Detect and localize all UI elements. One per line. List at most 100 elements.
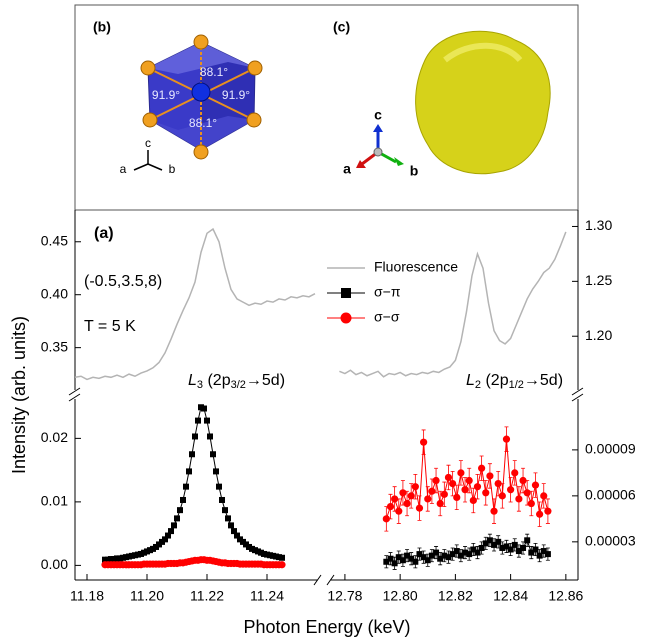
axis-letter: b [410, 163, 419, 179]
legend-label: σ−σ [374, 309, 400, 325]
x-tick-label: 11.24 [250, 588, 284, 604]
marker [499, 544, 506, 551]
series-line [339, 231, 567, 378]
marker [391, 560, 398, 567]
marker [186, 468, 192, 475]
y-tick-label: 0.00 [41, 556, 68, 572]
x-tick-label: 12.82 [438, 588, 473, 604]
marker [180, 496, 186, 503]
marker [491, 541, 498, 548]
x-tick-label: 11.18 [70, 588, 104, 604]
marker [162, 536, 168, 543]
marker [228, 522, 234, 529]
marker [411, 483, 419, 491]
marker [473, 483, 482, 491]
marker [544, 551, 551, 558]
marker [540, 548, 547, 555]
marker [498, 492, 506, 500]
marker [441, 552, 448, 559]
marker [195, 417, 201, 424]
marker [469, 496, 477, 505]
x-tick-label: 12.80 [383, 588, 418, 604]
y-tick-label: 1.20 [585, 327, 612, 343]
marker [490, 507, 498, 515]
marker [449, 479, 457, 488]
marker [399, 557, 406, 564]
marker [216, 483, 222, 490]
legend-marker [341, 288, 351, 298]
marker [465, 476, 473, 485]
marker [416, 551, 423, 558]
marker [444, 473, 453, 482]
marker [408, 555, 415, 562]
marker [486, 537, 493, 544]
marker [474, 549, 481, 556]
edge-symbol: L [466, 372, 475, 389]
marker [494, 479, 502, 488]
marker [507, 546, 514, 553]
axis-letter: b [169, 162, 176, 176]
marker [515, 548, 522, 555]
marker [383, 558, 390, 565]
edge-text: →5d) [246, 372, 285, 389]
marker [495, 538, 502, 545]
angle-label: 88.1° [189, 116, 217, 130]
orbital-surface [415, 30, 551, 175]
x-tick-label: 12.86 [548, 588, 583, 604]
marker [461, 486, 469, 494]
marker [165, 532, 171, 539]
y-tick-label: 1.25 [585, 272, 612, 288]
marker [399, 489, 407, 497]
marker [201, 405, 207, 412]
marker [428, 487, 436, 495]
marker [470, 546, 477, 553]
marker [445, 554, 452, 561]
y-tick-label: 0.02 [41, 429, 68, 445]
edge-text: (2p [203, 372, 231, 389]
edge-text: (2p [481, 372, 509, 389]
edge-text: →5d) [524, 372, 563, 389]
axis-letter: c [145, 136, 151, 150]
marker [511, 541, 518, 548]
x-tick-label: 11.22 [190, 588, 224, 604]
marker [174, 515, 180, 522]
marker [387, 555, 394, 562]
panel-label: (a) [94, 225, 114, 242]
marker [453, 493, 461, 501]
marker [462, 549, 469, 556]
marker [457, 552, 464, 559]
edge-subscript: 3 [197, 379, 203, 391]
marker [523, 489, 531, 497]
marker [382, 515, 390, 523]
axis-triad [356, 124, 404, 168]
marker [420, 554, 427, 561]
y-tick-label: 0.00003 [585, 533, 636, 549]
marker [407, 492, 415, 500]
angle-label: 88.1° [200, 65, 228, 79]
edge-subscript: 2 [475, 379, 481, 391]
marker [278, 561, 286, 569]
x-tick-label: 11.20 [130, 588, 164, 604]
marker [391, 495, 399, 503]
edge-label: L2 (2p1/2→5d) [466, 372, 563, 391]
legend-label: Fluorescence [374, 259, 458, 275]
marker [528, 549, 535, 556]
marker [234, 532, 240, 539]
marker [503, 543, 510, 550]
marker [482, 489, 490, 497]
edge-symbol: L [188, 372, 197, 389]
y-tick-label: 0.00009 [585, 441, 636, 457]
y-tick-label: 0.01 [41, 493, 68, 509]
marker [536, 552, 543, 559]
y-tick-label: 0.40 [41, 285, 68, 301]
marker [192, 433, 198, 440]
marker [219, 496, 225, 503]
series-line [105, 406, 283, 561]
legend-marker [340, 312, 352, 324]
marker [478, 544, 485, 551]
marker [449, 551, 456, 558]
marker [213, 468, 219, 475]
marker [415, 504, 424, 512]
panel-label: (c) [333, 19, 350, 35]
y-axis-label: Intensity (arb. units) [9, 316, 29, 474]
